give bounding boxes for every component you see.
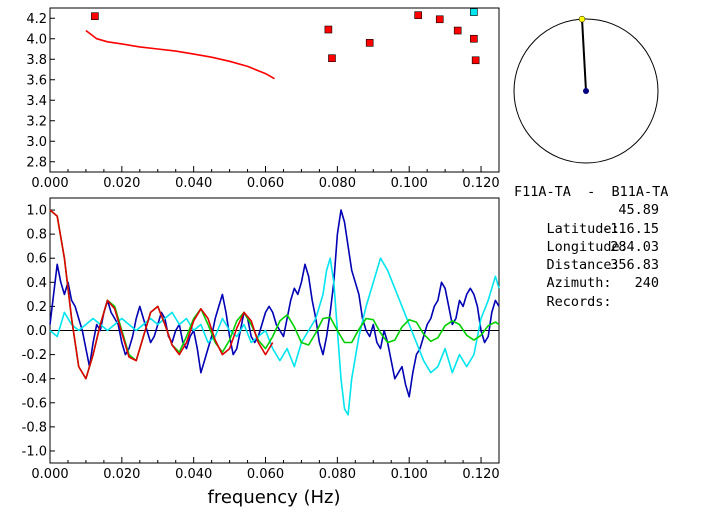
azimuth-row: Azimuth: 356.83 xyxy=(514,256,699,291)
station-pair: F11A-TA - B11A-TA xyxy=(514,184,669,200)
correlation-y-tick-label: -0.2 xyxy=(22,348,47,363)
dispersion-series-1-marker xyxy=(453,26,462,35)
dispersion-series-1-marker xyxy=(365,39,374,47)
longitude-row: Longitude: -116.15 xyxy=(514,220,699,255)
dispersion-y-tick-label: 4.0 xyxy=(26,32,47,47)
azimuth-value: 356.83 xyxy=(610,257,659,274)
azimuth-needle xyxy=(581,19,587,92)
azimuth-label: Azimuth: xyxy=(546,275,612,292)
correlation-x-tick-label: 0.100 xyxy=(391,467,428,482)
azimuth-dial xyxy=(513,15,659,164)
dispersion-series-1-marker xyxy=(91,12,99,20)
correlation-y-tick-label: -0.8 xyxy=(22,420,47,435)
dispersion-series-1-marker xyxy=(414,11,422,19)
records-row: Records: 240 xyxy=(514,274,699,309)
dispersion-y-tick-label: 3.6 xyxy=(26,73,47,88)
dispersion-y-tick-label: 3.0 xyxy=(26,135,47,150)
correlation-y-tick-label: -0.4 xyxy=(22,372,47,387)
latitude-value: 45.89 xyxy=(618,202,659,219)
correlation-y-tick-label: 0.6 xyxy=(26,252,47,267)
correlation-series-3-line xyxy=(49,209,274,380)
azimuth-needle-tip xyxy=(578,15,586,23)
correlation-series-1-line xyxy=(49,257,500,416)
dispersion-plot-frame xyxy=(49,7,500,173)
distance-label: Distance: xyxy=(546,257,620,274)
distance-row: Distance: 284.03 xyxy=(514,238,699,273)
latitude-row: Latitude: 45.89 xyxy=(514,201,699,236)
dispersion-series-1-marker xyxy=(324,25,333,34)
dispersion-x-tick-label: 0.020 xyxy=(103,176,140,191)
azimuth-dial-circle xyxy=(513,18,659,164)
correlation-y-tick-label: 0.0 xyxy=(26,324,47,339)
dispersion-x-tick-label: 0.000 xyxy=(31,176,68,191)
correlation-x-tick-label: 0.120 xyxy=(462,467,499,482)
longitude-label: Longitude: xyxy=(546,238,628,255)
dispersion-x-tick-label: 0.060 xyxy=(247,176,284,191)
correlation-series-2-line xyxy=(49,209,500,380)
correlation-y-tick-label: 0.4 xyxy=(26,276,47,291)
correlation-y-tick-label: -1.0 xyxy=(22,444,47,459)
correlation-plot: 0.000 0.020 0.040 0.060 0.080 0.100 0.120 1.0 0.… xyxy=(22,197,500,508)
dispersion-y-tick-label: 4.2 xyxy=(26,12,47,27)
azimuth-dial-center xyxy=(583,88,589,94)
dispersion-x-tick-label: 0.100 xyxy=(391,176,428,191)
correlation-y-tick-label: 1.0 xyxy=(26,204,47,219)
dispersion-series-1-marker xyxy=(470,34,478,43)
dispersion-series-1-marker xyxy=(471,56,480,65)
longitude-value: -116.15 xyxy=(602,220,659,237)
distance-value: 284.03 xyxy=(610,238,659,255)
dispersion-series-2-marker xyxy=(470,8,478,16)
dispersion-plot-axes: 0.000 0.020 0.040 0.060 0.080 0.100 0.120 2.8 3.… xyxy=(26,12,499,191)
dispersion-y-tick-label: 3.4 xyxy=(26,94,47,109)
correlation-x-tick-label: 0.060 xyxy=(247,467,284,482)
dispersion-x-tick-label: 0.040 xyxy=(175,176,212,191)
correlation-series-0-line xyxy=(49,209,500,398)
dispersion-plot-series xyxy=(85,8,480,80)
dispersion-series-1-marker xyxy=(435,15,444,24)
dispersion-series-1-marker xyxy=(328,54,336,63)
dispersion-plot: 0.000 0.020 0.040 0.060 0.080 0.100 0.120 2.8 3.… xyxy=(26,7,500,191)
dispersion-y-tick-label: 2.8 xyxy=(26,155,47,170)
latitude-label: Latitude: xyxy=(546,220,620,237)
correlation-x-tick-label: 0.020 xyxy=(103,467,140,482)
x-axis-title: frequency (Hz) xyxy=(207,487,340,508)
correlation-plot-series xyxy=(49,209,500,416)
station-info-panel: F11A-TA - B11A-TA Latitude: 45.89 Longit… xyxy=(514,183,699,310)
correlation-x-tick-label: 0.040 xyxy=(175,467,212,482)
dispersion-x-tick-label: 0.080 xyxy=(319,176,356,191)
correlation-y-tick-label: -0.6 xyxy=(22,396,47,411)
dispersion-series-0-line xyxy=(85,29,275,80)
correlation-x-tick-label: 0.080 xyxy=(319,467,356,482)
dispersion-x-tick-label: 0.120 xyxy=(462,176,499,191)
correlation-plot-axes: 0.000 0.020 0.040 0.060 0.080 0.100 0.120 1.0 0.… xyxy=(22,204,500,482)
correlation-y-tick-label: 0.8 xyxy=(26,228,47,243)
dispersion-y-tick-label: 3.8 xyxy=(26,53,47,68)
correlation-x-tick-label: 0.000 xyxy=(31,467,68,482)
records-label: Records: xyxy=(546,293,612,310)
records-value: 240 xyxy=(634,275,659,292)
correlation-y-tick-label: 0.2 xyxy=(26,300,47,315)
dispersion-y-tick-label: 3.2 xyxy=(26,114,47,129)
